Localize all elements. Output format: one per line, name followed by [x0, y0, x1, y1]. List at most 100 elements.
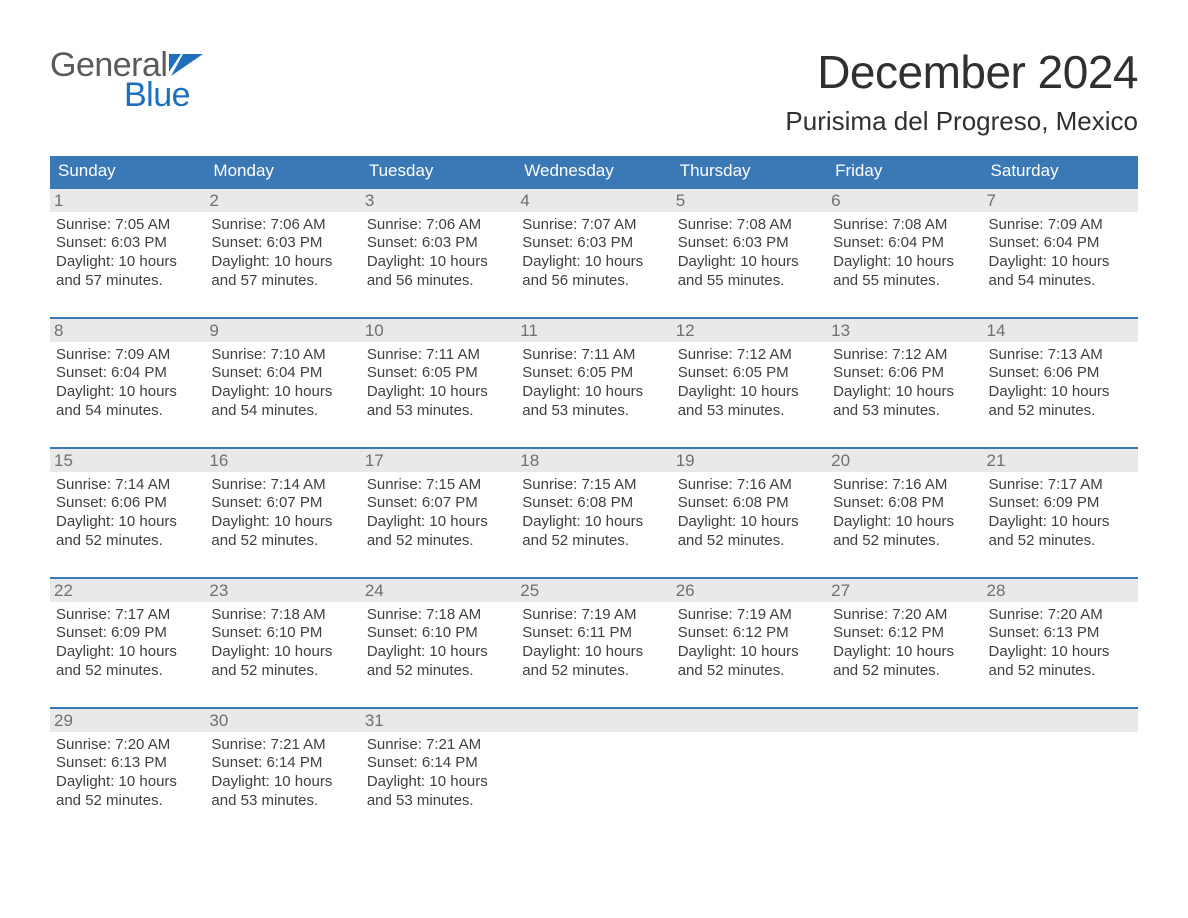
day-info-line-day2: and 53 minutes. [833, 402, 976, 421]
day-info-line-day1: Daylight: 10 hours [522, 253, 665, 272]
day-info-line-sunrise: Sunrise: 7:15 AM [522, 476, 665, 495]
day-cell: 25 Sunrise: 7:19 AMSunset: 6:11 PMDayligh… [516, 579, 671, 707]
generalblue-logo: General Blue [50, 48, 203, 115]
title-block: December 2024 Purisima del Progreso, Mex… [785, 48, 1138, 137]
day-info: Sunrise: 7:13 AMSunset: 6:06 PMDaylight:… [989, 346, 1132, 421]
day-info: Sunrise: 7:18 AMSunset: 6:10 PMDaylight:… [367, 606, 510, 681]
day-info-line-sunrise: Sunrise: 7:20 AM [56, 736, 199, 755]
day-info-line-sunset: Sunset: 6:04 PM [833, 234, 976, 253]
day-info-line-day1: Daylight: 10 hours [367, 513, 510, 532]
day-info: Sunrise: 7:15 AMSunset: 6:07 PMDaylight:… [367, 476, 510, 551]
day-number: 13 [827, 319, 982, 342]
day-info: Sunrise: 7:20 AMSunset: 6:13 PMDaylight:… [56, 736, 199, 811]
day-number: 21 [983, 449, 1138, 472]
dow-cell: Monday [205, 156, 360, 187]
day-info: Sunrise: 7:10 AMSunset: 6:04 PMDaylight:… [211, 346, 354, 421]
day-info-line-sunset: Sunset: 6:03 PM [367, 234, 510, 253]
week-row: 1Sunrise: 7:05 AMSunset: 6:03 PMDaylight… [50, 187, 1138, 317]
day-number: 4 [516, 189, 671, 212]
day-info: Sunrise: 7:08 AMSunset: 6:03 PMDaylight:… [678, 216, 821, 291]
day-info-line-day1: Daylight: 10 hours [367, 643, 510, 662]
day-cell: 4Sunrise: 7:07 AMSunset: 6:03 PMDaylight… [516, 189, 671, 317]
day-info-line-sunrise: Sunrise: 7:09 AM [989, 216, 1132, 235]
day-number [983, 709, 1138, 732]
day-cell: 16Sunrise: 7:14 AMSunset: 6:07 PMDayligh… [205, 449, 360, 577]
day-info-line-day2: and 54 minutes. [56, 402, 199, 421]
flag-icon [169, 54, 203, 76]
day-info-line-sunset: Sunset: 6:11 PM [522, 624, 665, 643]
day-info-line-sunset: Sunset: 6:06 PM [56, 494, 199, 513]
day-number: 26 [672, 579, 827, 602]
weeks-container: 1Sunrise: 7:05 AMSunset: 6:03 PMDaylight… [50, 187, 1138, 821]
day-info-line-sunrise: Sunrise: 7:07 AM [522, 216, 665, 235]
day-info-line-sunrise: Sunrise: 7:15 AM [367, 476, 510, 495]
day-info-line-day2: and 52 minutes. [56, 532, 199, 551]
day-info-line-day2: and 55 minutes. [678, 272, 821, 291]
day-cell [516, 709, 671, 821]
day-info-line-sunset: Sunset: 6:06 PM [989, 364, 1132, 383]
logo-text-blue: Blue [124, 76, 203, 115]
day-info-line-sunrise: Sunrise: 7:18 AM [211, 606, 354, 625]
day-number: 30 [205, 709, 360, 732]
day-info-line-sunrise: Sunrise: 7:12 AM [833, 346, 976, 365]
day-info-line-day1: Daylight: 10 hours [56, 643, 199, 662]
day-info-line-day2: and 52 minutes. [989, 662, 1132, 681]
day-number: 10 [361, 319, 516, 342]
day-cell: 3Sunrise: 7:06 AMSunset: 6:03 PMDaylight… [361, 189, 516, 317]
day-info-line-day1: Daylight: 10 hours [56, 383, 199, 402]
day-info: Sunrise: 7:19 AMSunset: 6:11 PMDaylight:… [522, 606, 665, 681]
day-info: Sunrise: 7:06 AMSunset: 6:03 PMDaylight:… [367, 216, 510, 291]
day-info-line-sunset: Sunset: 6:14 PM [211, 754, 354, 773]
day-number [672, 709, 827, 732]
day-info-line-day1: Daylight: 10 hours [678, 253, 821, 272]
day-info: Sunrise: 7:05 AMSunset: 6:03 PMDaylight:… [56, 216, 199, 291]
day-info-line-sunrise: Sunrise: 7:08 AM [833, 216, 976, 235]
day-number: 17 [361, 449, 516, 472]
day-number: 24 [361, 579, 516, 602]
day-info-line-sunrise: Sunrise: 7:09 AM [56, 346, 199, 365]
day-info-line-day2: and 52 minutes. [678, 532, 821, 551]
location-subtitle: Purisima del Progreso, Mexico [785, 106, 1138, 137]
day-info-line-sunrise: Sunrise: 7:19 AM [678, 606, 821, 625]
day-cell: 11Sunrise: 7:11 AMSunset: 6:05 PMDayligh… [516, 319, 671, 447]
day-info-line-day2: and 56 minutes. [367, 272, 510, 291]
day-cell [983, 709, 1138, 821]
day-number: 25 [516, 579, 671, 602]
week-row: 15Sunrise: 7:14 AMSunset: 6:06 PMDayligh… [50, 447, 1138, 577]
day-info-line-sunset: Sunset: 6:05 PM [522, 364, 665, 383]
day-info-line-sunrise: Sunrise: 7:05 AM [56, 216, 199, 235]
day-info-line-sunrise: Sunrise: 7:20 AM [989, 606, 1132, 625]
day-cell: 7Sunrise: 7:09 AMSunset: 6:04 PMDaylight… [983, 189, 1138, 317]
dow-cell: Thursday [672, 156, 827, 187]
day-info-line-day2: and 52 minutes. [522, 662, 665, 681]
day-info-line-sunrise: Sunrise: 7:17 AM [56, 606, 199, 625]
day-info-line-day1: Daylight: 10 hours [833, 383, 976, 402]
day-info-line-day2: and 56 minutes. [522, 272, 665, 291]
day-info-line-day1: Daylight: 10 hours [56, 773, 199, 792]
day-info: Sunrise: 7:18 AMSunset: 6:10 PMDaylight:… [211, 606, 354, 681]
day-info-line-day1: Daylight: 10 hours [211, 773, 354, 792]
day-info-line-day1: Daylight: 10 hours [367, 773, 510, 792]
day-cell: 13Sunrise: 7:12 AMSunset: 6:06 PMDayligh… [827, 319, 982, 447]
day-cell: 12Sunrise: 7:12 AMSunset: 6:05 PMDayligh… [672, 319, 827, 447]
day-cell: 19Sunrise: 7:16 AMSunset: 6:08 PMDayligh… [672, 449, 827, 577]
dow-cell: Tuesday [361, 156, 516, 187]
day-info-line-day1: Daylight: 10 hours [522, 383, 665, 402]
day-info-line-sunrise: Sunrise: 7:08 AM [678, 216, 821, 235]
dow-header-row: Sunday Monday Tuesday Wednesday Thursday… [50, 156, 1138, 187]
day-info: Sunrise: 7:17 AMSunset: 6:09 PMDaylight:… [56, 606, 199, 681]
day-number: 29 [50, 709, 205, 732]
day-info-line-sunset: Sunset: 6:07 PM [367, 494, 510, 513]
day-info: Sunrise: 7:09 AMSunset: 6:04 PMDaylight:… [56, 346, 199, 421]
day-info: Sunrise: 7:19 AMSunset: 6:12 PMDaylight:… [678, 606, 821, 681]
day-info-line-sunrise: Sunrise: 7:11 AM [367, 346, 510, 365]
day-info-line-day2: and 52 minutes. [367, 532, 510, 551]
dow-cell: Sunday [50, 156, 205, 187]
day-info-line-day2: and 52 minutes. [678, 662, 821, 681]
month-title: December 2024 [785, 48, 1138, 96]
day-number: 15 [50, 449, 205, 472]
day-cell: 30Sunrise: 7:21 AMSunset: 6:14 PMDayligh… [205, 709, 360, 821]
day-info-line-day1: Daylight: 10 hours [678, 383, 821, 402]
day-cell: 18Sunrise: 7:15 AMSunset: 6:08 PMDayligh… [516, 449, 671, 577]
day-info: Sunrise: 7:20 AMSunset: 6:13 PMDaylight:… [989, 606, 1132, 681]
